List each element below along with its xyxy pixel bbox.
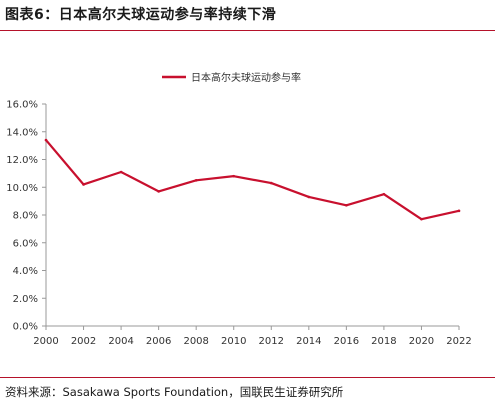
x-tick-label: 2012: [259, 336, 284, 347]
legend-label: 日本高尔夫球运动参与率: [191, 71, 301, 84]
data-point: [420, 217, 423, 221]
x-tick-label: 2004: [108, 336, 133, 347]
y-tick-label: 16.0%: [6, 100, 38, 111]
figure-title: 图表6：日本高尔夫球运动参与率持续下滑: [5, 7, 277, 23]
x-tick-label: 2008: [183, 336, 208, 347]
x-tick-label: 2014: [296, 336, 321, 347]
bottom-rule: [0, 377, 495, 378]
y-tick-label: 0.0%: [13, 322, 38, 333]
top-rule: [0, 30, 495, 31]
data-point: [157, 190, 160, 193]
data-point: [44, 138, 48, 142]
x-tick-label: 2016: [334, 336, 359, 347]
y-tick-label: 2.0%: [13, 294, 38, 305]
data-point: [307, 195, 311, 199]
y-tick-label: 14.0%: [6, 127, 38, 138]
x-axis: 2000 2002 2004 2006 2008 2010 2012 2014 2016 2018…: [33, 325, 472, 347]
line-chart: 日本高尔夫球运动参与率 0.0% 2.0% 4.0% 6.0% 8.0% 10.0% 12.…: [6, 71, 472, 347]
y-tick-label: 6.0%: [13, 238, 38, 249]
data-point: [457, 209, 461, 213]
data-point: [82, 183, 85, 186]
data-point: [232, 174, 236, 178]
x-tick-label: 2002: [71, 336, 96, 347]
y-tick-label: 12.0%: [6, 155, 38, 166]
source-note: 资料来源：Sasakawa Sports Foundation，国联民生证券研究…: [5, 385, 344, 399]
data-point: [269, 181, 273, 185]
data-point: [119, 170, 123, 174]
y-tick-label: 10.0%: [6, 183, 38, 194]
data-point: [194, 179, 198, 182]
x-tick-label: 2006: [146, 336, 171, 347]
data-point: [345, 203, 348, 207]
legend: 日本高尔夫球运动参与率: [162, 71, 301, 84]
x-tick-label: 2018: [371, 336, 396, 347]
x-tick-label: 2020: [409, 336, 434, 347]
y-tick-label: 4.0%: [13, 266, 38, 277]
x-tick-label: 2000: [33, 336, 58, 347]
series-line: [44, 138, 461, 221]
x-tick-label: 2010: [221, 336, 246, 347]
plot-area: [44, 138, 461, 221]
data-point: [382, 192, 386, 196]
y-tick-label: 8.0%: [13, 211, 38, 222]
x-tick-label: 2022: [446, 336, 471, 347]
y-axis: 0.0% 2.0% 4.0% 6.0% 8.0% 10.0% 12.0% 14.0% 16.0%: [6, 100, 47, 333]
